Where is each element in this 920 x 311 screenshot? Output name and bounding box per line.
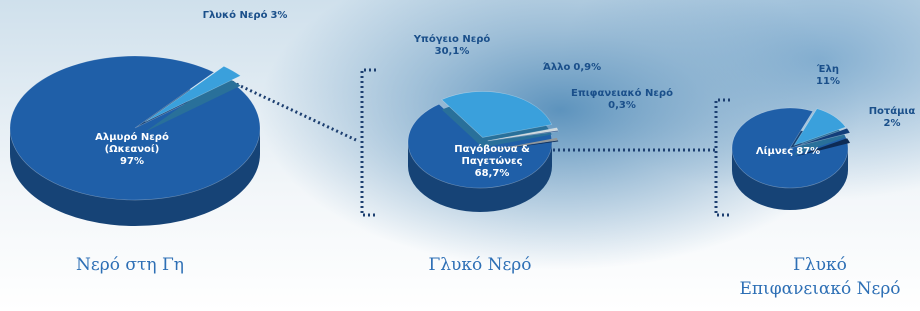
value-label: 30,1% (397, 46, 507, 58)
value-label: 97% (77, 156, 187, 168)
category-label: Παγόβουνα & Παγετώνες (437, 144, 547, 168)
chart-title-text: Νερό στη Γη (76, 255, 184, 275)
value-label: 68,7% (437, 168, 547, 180)
chart-title: Γλυκό Νερό (380, 253, 580, 277)
category-label: Υπόγειο Νερό (397, 34, 507, 46)
value-label: 0,3% (557, 100, 687, 112)
bracket (716, 100, 730, 215)
value-label: 87% (796, 146, 820, 157)
category-label: Αλμυρό Νερό (Ωκεανοί) (77, 132, 187, 156)
value-label: 3% (270, 10, 287, 21)
category-label: Επιφανειακό Νερό (557, 88, 687, 100)
chart-title: Γλυκό Επιφανειακό Νερό (735, 253, 905, 301)
category-label: Έλη (798, 64, 858, 76)
value-label: 0,9% (573, 62, 601, 73)
category-label: Άλλο (543, 62, 571, 73)
chart-title-text: Γλυκό Επιφανειακό Νερό (739, 255, 900, 299)
bracket (362, 70, 376, 215)
category-label: Γλυκό Νερό (203, 10, 268, 21)
category-label: Ποτάμια (862, 106, 920, 118)
value-label: 11% (798, 76, 858, 88)
slice-label: Αλμυρό Νερό (Ωκεανοί)97% (77, 132, 187, 168)
chart-title-text: Γλυκό Νερό (428, 255, 531, 275)
category-label: Λίμνες (756, 146, 793, 157)
chart-title: Νερό στη Γη (30, 253, 230, 277)
value-label: 2% (862, 118, 920, 130)
page: Αλμυρό Νερό (Ωκεανοί)97%Γλυκό Νερό3%Νερό… (0, 0, 920, 311)
